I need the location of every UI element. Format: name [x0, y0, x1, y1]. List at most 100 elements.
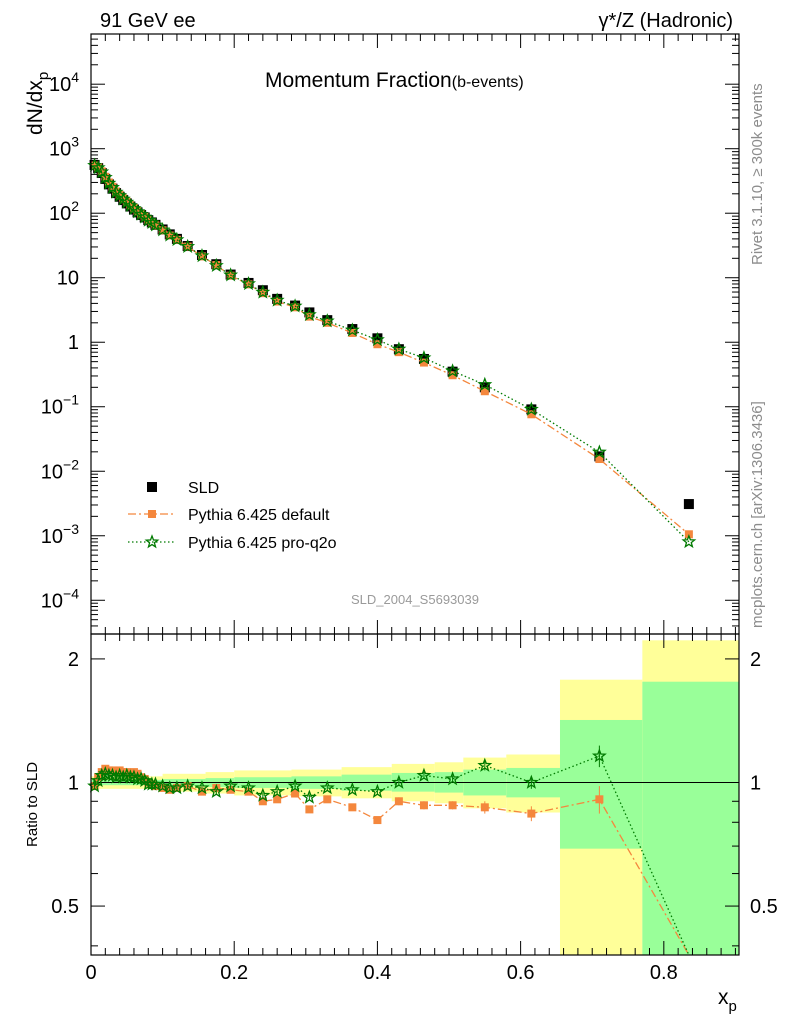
- series-1-main-point-2: [94, 164, 110, 179]
- x-tick-label-0: 0: [85, 962, 96, 984]
- series-1-main-point-32: [369, 331, 385, 347]
- y-tick-label-ratio-2: 2: [68, 649, 79, 671]
- band-green-10: [559, 719, 643, 849]
- series-1-ratio-point-29: [301, 789, 317, 804]
- y-axis-label-main: dN/dxp: [24, 72, 52, 135]
- series-0-ratio-point-23: [212, 783, 221, 792]
- x-tick-label-4: 0.8: [650, 962, 678, 984]
- series-1-ratio-point-10: [122, 769, 138, 784]
- y-tick-label-main-1: 10−3: [41, 521, 79, 548]
- y-tick-label-main-0: 10−4: [41, 585, 79, 612]
- series-1-main-point-26: [255, 284, 271, 299]
- series-1-ratio-point-27: [269, 783, 285, 798]
- x-tick-label-3: 0.6: [507, 962, 535, 984]
- series-main-1: [87, 157, 697, 549]
- series-0-ratio-point-30: [323, 795, 332, 804]
- series-1-ratio-point-12: [130, 771, 146, 786]
- y-tick-label-ratio-1: 1: [68, 772, 79, 794]
- analysis-tag: SLD_2004_S5693039: [351, 592, 479, 607]
- series-0-ratio-point-27: [273, 795, 282, 804]
- series-1-main-point-31: [344, 322, 360, 337]
- series-1-main-point-37: [523, 401, 539, 416]
- y-tick-label-main-2: 10−2: [41, 456, 79, 483]
- y-tick-label-main-7: 103: [49, 134, 79, 161]
- series-line-main-0: [94, 164, 690, 535]
- x-tick-label-2: 0.4: [364, 962, 392, 984]
- sld-point-37: [526, 404, 537, 415]
- series-1-ratio-point-23: [208, 783, 224, 798]
- series-0-ratio-point-36: [480, 803, 489, 812]
- series-0-ratio-point-32: [373, 816, 382, 825]
- y-tick-label-main-8: 104: [49, 69, 79, 96]
- sld-point-32: [372, 333, 383, 344]
- y-tick-label-main-5: 10: [57, 268, 79, 290]
- series-0-main-point-38: [595, 455, 604, 464]
- band-green-11: [642, 681, 739, 955]
- series-1-ratio-point-16: [144, 776, 160, 791]
- series-0-ratio-point-22: [197, 787, 206, 796]
- series-0-ratio-point-33: [394, 797, 403, 806]
- legend-label-2: Pythia 6.425 pro-q2o: [188, 535, 337, 552]
- series-1-ratio-point-18: [155, 778, 171, 793]
- sld-point-29: [304, 307, 315, 318]
- legend-label-0: SLD: [188, 480, 219, 497]
- legend-marker-2: [144, 534, 160, 549]
- plot-title: Momentum Fraction(b-events): [265, 69, 524, 92]
- series-1-ratio-point-34: [416, 767, 432, 782]
- series-1-main-point-27: [269, 292, 285, 307]
- series-1-main-point-24: [223, 267, 239, 282]
- series-0-ratio-point-25: [244, 787, 253, 796]
- series-1-ratio-point-21: [180, 778, 196, 793]
- series-0-main-point-37: [527, 410, 536, 419]
- legend-marker-1: [148, 510, 156, 518]
- series-1-main-point-35: [445, 363, 461, 378]
- series-1-main-point-25: [241, 275, 256, 291]
- series-1-ratio-point-22: [194, 780, 210, 795]
- y-tick-label-main-4: 1: [68, 332, 79, 354]
- series-0-main-point-28: [291, 303, 300, 312]
- y-axis-label-ratio: Ratio to SLD: [24, 762, 41, 847]
- series-1-main-point-18: [155, 222, 171, 237]
- y-tick-label-ratio-0: 0.5: [51, 896, 79, 918]
- series-1-ratio-point-33: [391, 774, 407, 789]
- series-0-ratio-point-1: [94, 773, 103, 782]
- series-1-main-point-22: [194, 248, 210, 263]
- header-process: γ*/Z (Hadronic): [599, 10, 733, 32]
- series-1-ratio-point-24: [223, 778, 239, 793]
- series-0-main-point-36: [480, 387, 489, 396]
- series-0-ratio-point-31: [348, 803, 357, 812]
- series-1-ratio-point-30: [319, 780, 335, 795]
- series-1-ratio-point-38: [591, 748, 607, 763]
- series-1-main-point-34: [416, 350, 432, 365]
- series-0-ratio-point-28: [291, 789, 300, 798]
- y-tick-label-ratio-right-1: 1: [750, 772, 761, 794]
- series-1-main-point-3: [97, 169, 113, 184]
- series-1-main-point-19: [162, 227, 178, 242]
- series-main-0: [90, 161, 693, 539]
- series-1-ratio-point-36: [477, 757, 493, 772]
- x-axis-label: xp: [718, 986, 737, 1015]
- rivet-label: Rivet 3.1.10, ≥ 300k events: [749, 83, 766, 265]
- sld-point-39: [683, 499, 694, 510]
- series-1-main-point-21: [180, 238, 196, 253]
- series-1-main-point-29: [301, 306, 317, 322]
- mcplots-label: mcplots.cern.ch [arXiv:1306.3436]: [749, 401, 766, 628]
- y-tick-label-main-6: 102: [49, 198, 79, 225]
- y-tick-label-ratio-right-2: 2: [750, 649, 761, 671]
- series-1-ratio-point-31: [344, 781, 360, 797]
- series-0-main-point-22: [197, 252, 206, 261]
- series-ratio-1: [87, 745, 690, 956]
- series-0-ratio-point-34: [419, 801, 428, 810]
- series-0-ratio-point-38: [595, 795, 604, 804]
- series-0-ratio-point-24: [226, 785, 235, 794]
- series-1-main-point-33: [391, 341, 407, 356]
- series-1-ratio-point-26: [255, 787, 271, 802]
- series-0-main-point-23: [212, 261, 221, 270]
- series-1-ratio-point-17: [147, 776, 163, 791]
- series-0-main-point-19: [165, 231, 174, 240]
- series-layer: [87, 157, 697, 956]
- series-0-ratio-point-35: [448, 801, 457, 810]
- series-0-main-point-34: [419, 358, 428, 367]
- series-0-ratio-point-26: [258, 797, 267, 806]
- series-1-main-point-30: [319, 313, 335, 328]
